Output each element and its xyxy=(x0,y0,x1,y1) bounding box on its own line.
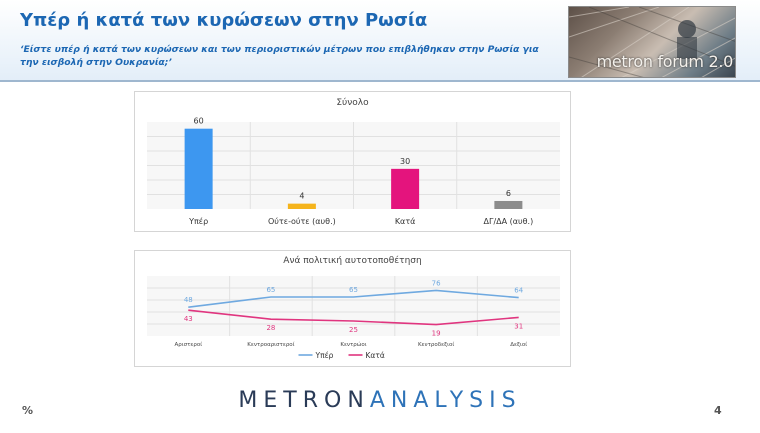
data-label: 65 xyxy=(349,286,358,294)
data-label: 28 xyxy=(266,324,275,332)
page-subtitle: ‘Είστε υπέρ ή κατά των κυρώσεων και των … xyxy=(20,44,539,68)
position-line-chart: 48 65 65 76 64 43 28 25 19 31 Αριστεροί Κεντροαριστ… xyxy=(147,276,560,360)
data-label: 30 xyxy=(400,157,410,166)
data-label: 48 xyxy=(184,296,193,304)
total-bar-chart: 60 Υπέρ 4 Ούτε-ούτε (αυθ.) 30 Κατά 6 ΔΓ/ΔΑ (αυθ… xyxy=(147,117,560,226)
unit-label: % xyxy=(22,404,34,417)
page-number: 4 xyxy=(714,404,722,417)
legend-label: Κατά xyxy=(366,351,385,360)
category-label: Δεξιοί xyxy=(510,341,527,348)
position-chart-panel: Ανά πολιτική αυτοτοποθέτηση 48 65 65 76 64 43… xyxy=(134,250,571,367)
data-label: 65 xyxy=(266,286,275,294)
position-chart-title: Ανά πολιτική αυτοτοποθέτηση xyxy=(283,256,422,266)
data-label: 31 xyxy=(514,322,523,330)
data-label: 64 xyxy=(514,287,523,295)
category-label: Κεντροαριστεροί xyxy=(247,341,294,348)
header: Υπέρ ή κατά των κυρώσεων στην Ρωσία ‘Είσ… xyxy=(0,0,760,82)
metron-forum-logo: metron forum 2.0 xyxy=(568,6,736,78)
category-label: Υπέρ xyxy=(188,216,208,226)
data-label: 43 xyxy=(184,315,193,323)
data-label: 4 xyxy=(299,192,304,201)
series-line-2 xyxy=(188,309,519,326)
category-label: ΔΓ/ΔΑ (αυθ.) xyxy=(484,217,534,226)
plot-area xyxy=(147,276,560,336)
data-label: 6 xyxy=(506,189,511,198)
category-label: Κεντροδεξιοί xyxy=(418,341,454,348)
page-title: Υπέρ ή κατά των κυρώσεων στην Ρωσία xyxy=(20,10,428,31)
category-label: Κατά xyxy=(395,217,416,226)
data-label: 19 xyxy=(432,330,441,338)
category-label: Ούτε-ούτε (αυθ.) xyxy=(268,216,336,226)
bar-1 xyxy=(184,128,213,209)
data-label: 60 xyxy=(194,117,204,126)
legend-label: Υπέρ xyxy=(315,351,334,360)
brand-label: metron forum 2.0 xyxy=(596,52,734,71)
category-label: Αριστεροί xyxy=(174,341,202,348)
bar-2 xyxy=(287,203,316,209)
total-chart-panel: Σύνολο 60 Υπέρ 4 Ούτε-ούτε (αυθ.) 30 Κατά 6 ΔΓ/… xyxy=(134,91,571,232)
logo-part-metron: METRON xyxy=(238,388,370,413)
category-label: Κεντρώοι xyxy=(340,341,366,348)
bar-4 xyxy=(494,200,523,209)
metron-analysis-logo: METRONANALYSIS xyxy=(0,388,760,413)
logo-part-analysis: ANALYSIS xyxy=(369,388,522,413)
total-chart-title: Σύνολο xyxy=(336,98,369,108)
series-line-1 xyxy=(188,289,519,308)
data-label: 76 xyxy=(432,279,441,287)
brand-photo-pattern xyxy=(569,7,735,77)
data-label: 25 xyxy=(349,326,358,334)
bar-3 xyxy=(391,168,420,209)
